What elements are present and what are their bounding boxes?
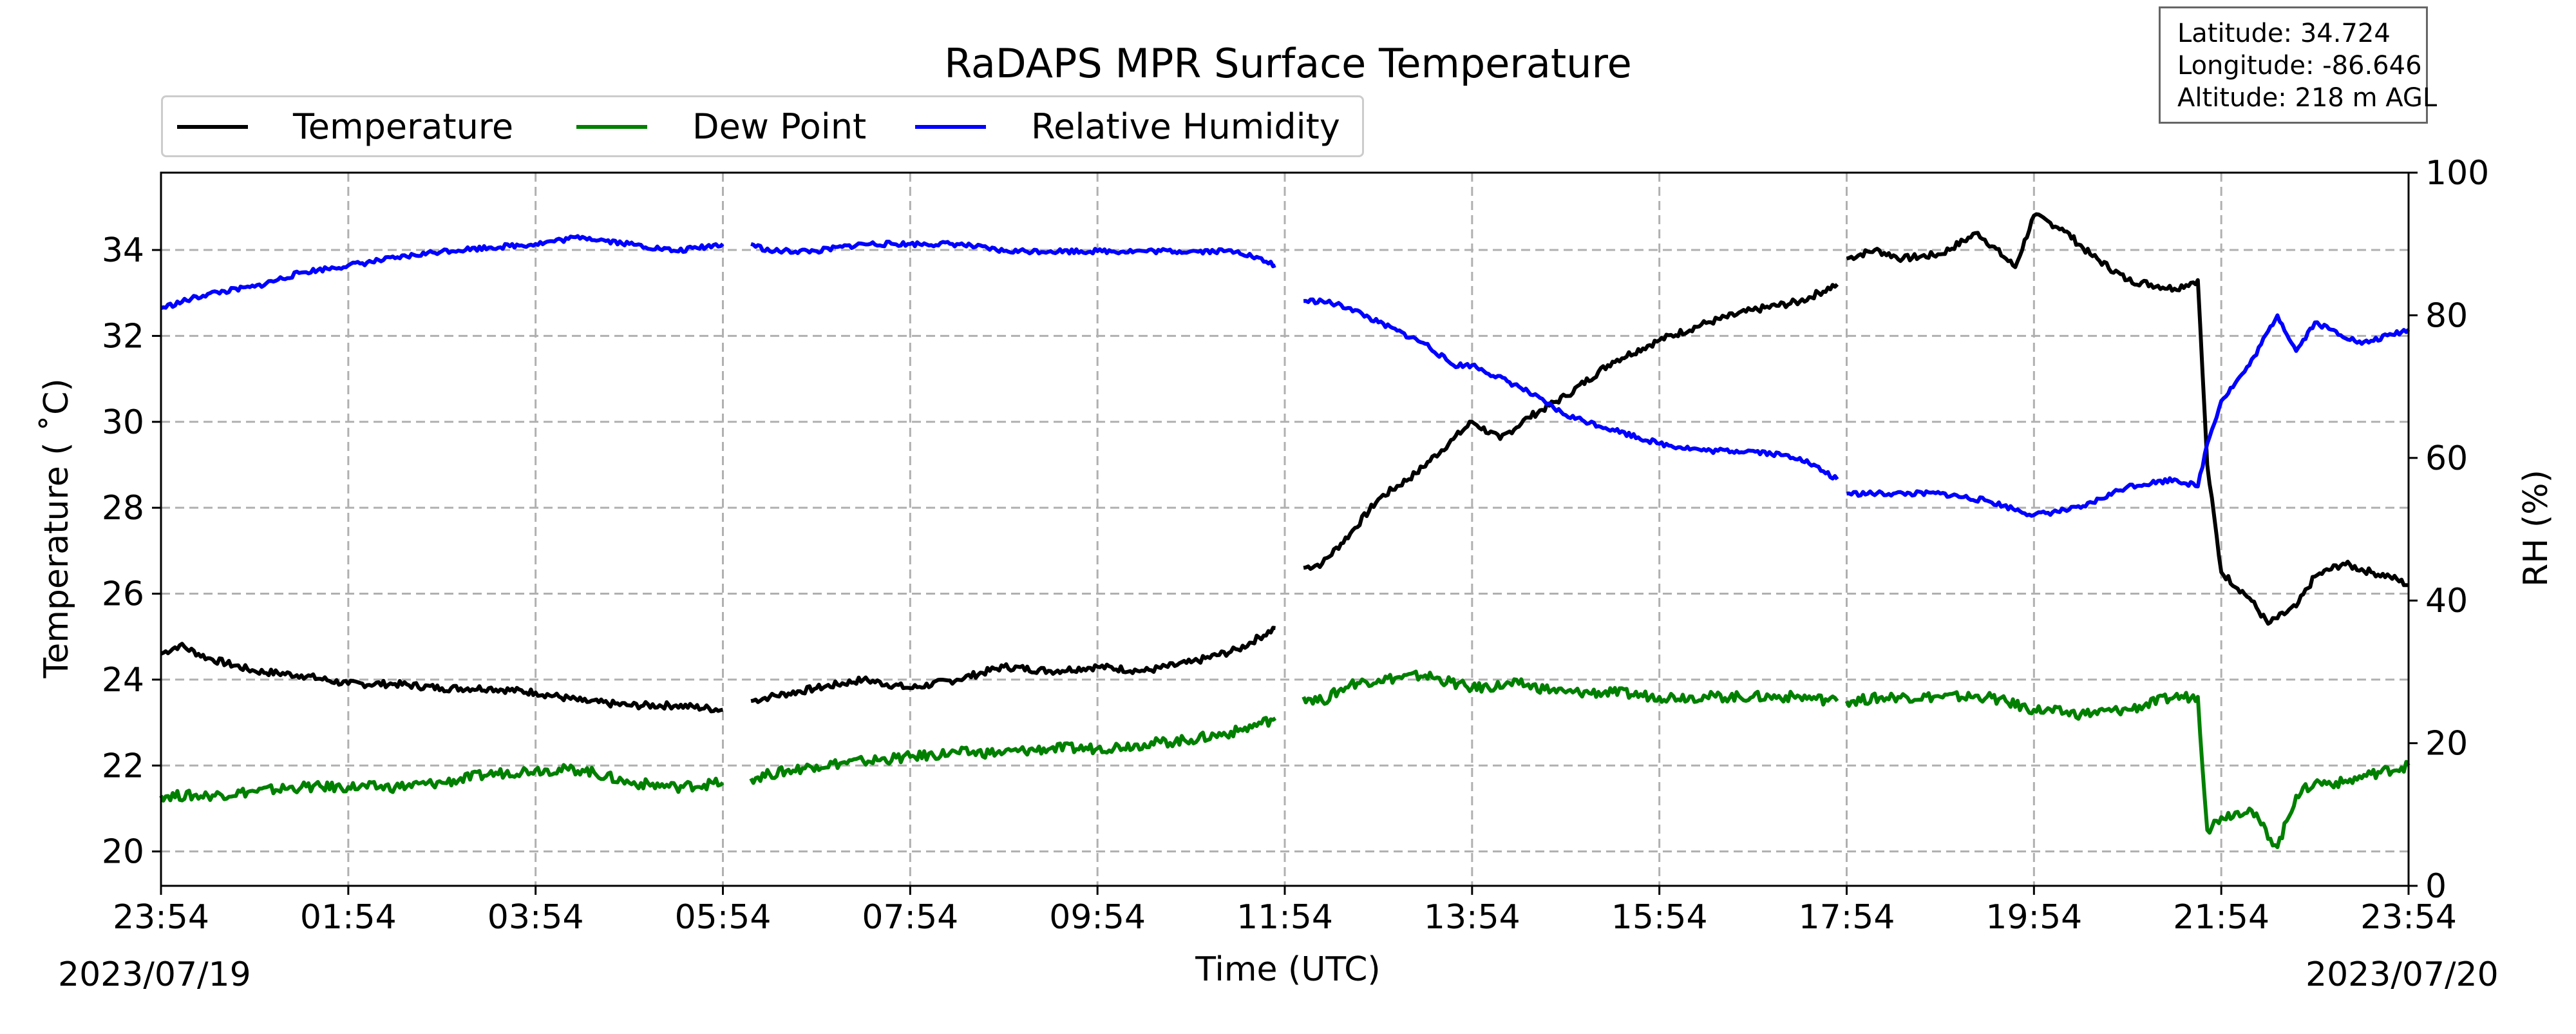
x-axis-label: Time (UTC) — [1195, 950, 1381, 989]
x-tick-label: 13:54 — [1424, 898, 1520, 937]
longitude-text: Longitude: -86.646 — [2177, 51, 2422, 81]
y-left-tick-label: 32 — [102, 317, 144, 356]
y-left-tick-label: 26 — [102, 575, 144, 614]
y-right-tick-label: 0 — [2425, 867, 2447, 906]
series-line-relative-humidity — [160, 234, 724, 311]
y-axis-right-label: RH (%) — [2517, 470, 2555, 587]
legend-swatch-relative-humidity — [915, 125, 986, 129]
altitude-text: Altitude: 218 m AGL — [2177, 83, 2438, 113]
legend: Temperature Dew Point Relative Humidity — [161, 95, 1364, 157]
x-tick-label: 07:54 — [862, 898, 958, 937]
series-line-temperature — [1846, 212, 2409, 626]
x-tick-label: 11:54 — [1236, 898, 1333, 937]
x-tick-label: 05:54 — [675, 898, 772, 937]
y-right-tick-label: 80 — [2425, 296, 2468, 335]
y-left-tick-label: 20 — [102, 833, 144, 872]
y-left-tick-label: 28 — [102, 489, 144, 528]
chart-title: RaDAPS MPR Surface Temperature — [944, 40, 1632, 87]
series-line-relative-humidity — [750, 240, 1276, 269]
series-line-dew-point — [1844, 690, 2410, 849]
legend-swatch-temperature — [177, 125, 248, 129]
y-left-tick-label: 34 — [102, 231, 144, 270]
y-right-tick-label: 100 — [2425, 154, 2489, 193]
y-left-tick-label: 24 — [102, 661, 144, 700]
y-left-tick-label: 22 — [102, 747, 144, 785]
y-axis-left-label: Temperature ( ˚C) — [37, 378, 76, 678]
x-tick-label: 17:54 — [1799, 898, 1895, 937]
y-right-tick-label: 40 — [2425, 582, 2468, 620]
location-info-box: Latitude: 34.724 Longitude: -86.646 Alti… — [2159, 6, 2438, 124]
legend-label-relative-humidity: Relative Humidity — [1031, 106, 1340, 147]
y-right-tick-label: 60 — [2425, 439, 2468, 478]
x-tick-label: 15:54 — [1611, 898, 1708, 937]
series-line-temperature — [160, 642, 724, 714]
legend-label-temperature: Temperature — [293, 106, 514, 147]
y-right-tick-label: 20 — [2425, 725, 2468, 763]
legend-label-dew-point: Dew Point — [692, 106, 867, 147]
x-tick-label: 21:54 — [2173, 898, 2269, 937]
series-line-relative-humidity — [1303, 297, 1839, 481]
series-line-dew-point — [159, 763, 724, 803]
x-tick-label: 01:54 — [300, 898, 397, 937]
series-line-temperature — [1303, 283, 1839, 571]
x-tick-label: 09:54 — [1049, 898, 1146, 937]
series-line-relative-humidity — [1846, 313, 2410, 518]
x-tick-label: 23:54 — [2360, 898, 2457, 937]
legend-swatch-dew-point — [576, 125, 647, 129]
series-line-dew-point — [1302, 669, 1839, 707]
x-tick-label: 23:54 — [113, 898, 209, 937]
latitude-text: Latitude: 34.724 — [2177, 19, 2391, 48]
end-date-label: 2023/07/20 — [2306, 955, 2499, 994]
y-left-tick-label: 30 — [102, 403, 144, 442]
x-tick-label: 19:54 — [1985, 898, 2082, 937]
x-tick-label: 03:54 — [488, 898, 584, 937]
series-line-temperature — [750, 626, 1276, 704]
start-date-label: 2023/07/19 — [58, 955, 251, 994]
series-line-dew-point — [749, 716, 1277, 785]
